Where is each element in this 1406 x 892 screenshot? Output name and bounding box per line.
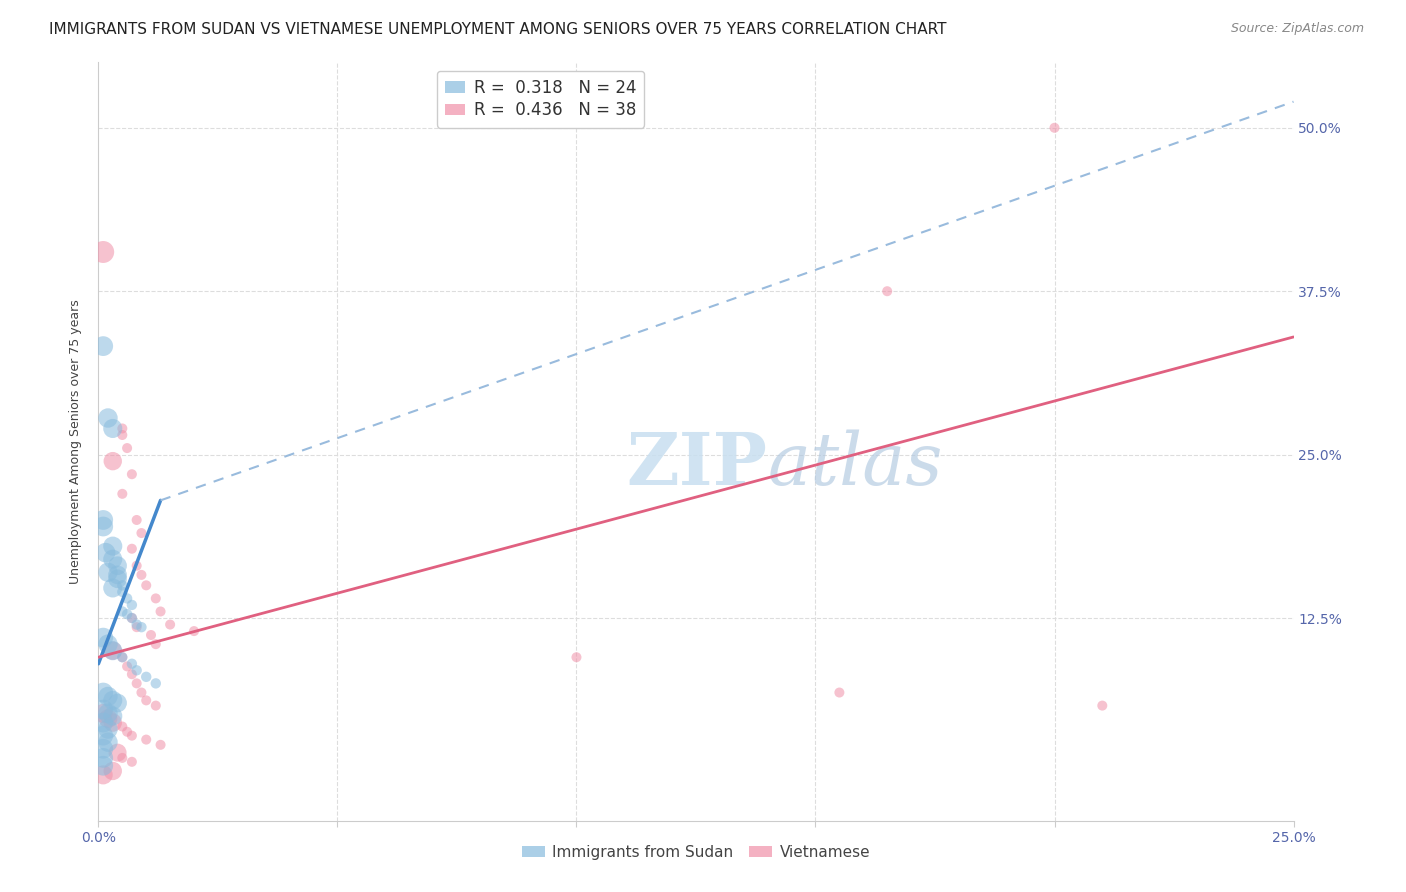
Point: [145, 698, 167, 713]
Point: [91, 519, 114, 533]
Point: [111, 751, 134, 765]
Point: [135, 670, 157, 684]
Point: [101, 539, 124, 553]
Point: [121, 657, 143, 671]
Point: [131, 567, 153, 582]
Point: [111, 585, 134, 599]
Point: [121, 729, 143, 743]
Point: [91, 706, 114, 721]
Point: [111, 719, 134, 733]
Point: [101, 643, 124, 657]
Point: [145, 637, 167, 651]
Point: [101, 421, 124, 435]
Point: [97, 637, 120, 651]
Point: [125, 617, 148, 632]
Point: [135, 732, 157, 747]
Point: [91, 685, 114, 699]
Point: [97, 735, 120, 749]
Point: [101, 715, 124, 730]
Point: [145, 591, 167, 606]
Legend: Immigrants from Sudan, Vietnamese: Immigrants from Sudan, Vietnamese: [516, 838, 876, 866]
Point: [91, 741, 114, 756]
Point: [125, 676, 148, 690]
Point: [121, 611, 143, 625]
Point: [115, 591, 138, 606]
Point: [111, 578, 134, 592]
Point: [115, 607, 138, 621]
Point: [131, 526, 153, 541]
Point: [121, 467, 143, 482]
Point: [149, 605, 172, 619]
Point: [91, 513, 114, 527]
Point: [565, 650, 588, 665]
Point: [91, 751, 114, 765]
Point: [101, 693, 124, 707]
Point: [111, 650, 134, 665]
Point: [107, 746, 129, 760]
Point: [125, 663, 148, 677]
Point: [91, 768, 114, 782]
Point: [97, 712, 120, 726]
Point: [91, 339, 114, 353]
Point: [131, 685, 153, 699]
Point: [91, 729, 114, 743]
Text: Source: ZipAtlas.com: Source: ZipAtlas.com: [1230, 22, 1364, 36]
Point: [149, 738, 172, 752]
Point: [115, 724, 138, 739]
Point: [111, 487, 134, 501]
Point: [125, 558, 148, 573]
Point: [97, 411, 120, 425]
Point: [101, 764, 124, 778]
Point: [107, 558, 129, 573]
Point: [97, 706, 120, 721]
Point: [183, 624, 205, 639]
Point: [121, 598, 143, 612]
Point: [107, 567, 129, 582]
Point: [125, 513, 148, 527]
Point: [111, 605, 134, 619]
Text: atlas: atlas: [768, 429, 943, 500]
Point: [115, 659, 138, 673]
Point: [101, 454, 124, 468]
Point: [125, 620, 148, 634]
Point: [111, 650, 134, 665]
Point: [876, 284, 898, 298]
Point: [1043, 120, 1066, 135]
Point: [131, 620, 153, 634]
Point: [121, 541, 143, 556]
Point: [91, 758, 114, 772]
Point: [94, 546, 117, 560]
Point: [145, 676, 167, 690]
Point: [97, 690, 120, 704]
Point: [101, 709, 124, 723]
Point: [121, 755, 143, 769]
Point: [91, 702, 114, 716]
Point: [91, 715, 114, 730]
Text: ZIP: ZIP: [627, 429, 768, 500]
Point: [121, 611, 143, 625]
Point: [111, 428, 134, 442]
Point: [828, 685, 851, 699]
Y-axis label: Unemployment Among Seniors over 75 years: Unemployment Among Seniors over 75 years: [69, 299, 83, 584]
Point: [101, 643, 124, 657]
Point: [107, 696, 129, 710]
Point: [135, 693, 157, 707]
Point: [139, 628, 162, 642]
Point: [1091, 698, 1114, 713]
Point: [107, 572, 129, 586]
Point: [97, 566, 120, 580]
Point: [97, 722, 120, 736]
Point: [115, 441, 138, 455]
Point: [135, 578, 157, 592]
Point: [91, 631, 114, 645]
Point: [101, 552, 124, 566]
Point: [111, 421, 134, 435]
Point: [101, 581, 124, 595]
Point: [121, 667, 143, 681]
Text: IMMIGRANTS FROM SUDAN VS VIETNAMESE UNEMPLOYMENT AMONG SENIORS OVER 75 YEARS COR: IMMIGRANTS FROM SUDAN VS VIETNAMESE UNEM…: [49, 22, 946, 37]
Point: [91, 244, 114, 259]
Point: [159, 617, 181, 632]
